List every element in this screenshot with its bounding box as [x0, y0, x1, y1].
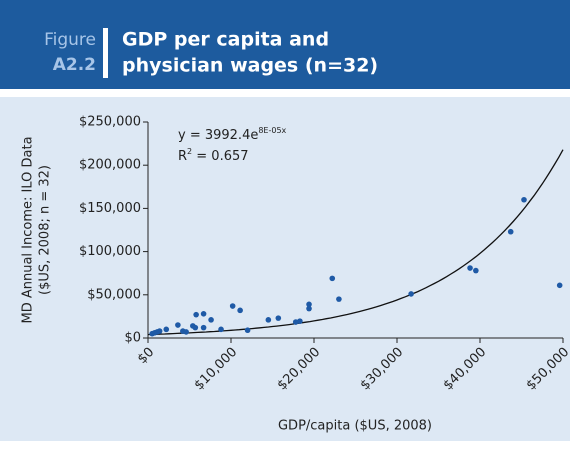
- data-point: [229, 303, 236, 309]
- data-point: [275, 315, 282, 321]
- data-point: [200, 324, 207, 331]
- trend-equation: y = 3992.4e8E-05x: [178, 126, 287, 143]
- data-point: [467, 265, 473, 271]
- y-tick-label: $100,000: [79, 244, 141, 259]
- data-point: [244, 327, 251, 334]
- data-point: [292, 319, 299, 325]
- trend-line: [147, 149, 564, 336]
- r-squared-prefix: R: [178, 149, 187, 164]
- r-squared: R2 = 0.657: [178, 147, 249, 164]
- data-point: [473, 267, 479, 274]
- data-point: [237, 307, 243, 314]
- y-tick-label: $150,000: [79, 201, 141, 216]
- data-point: [218, 326, 224, 333]
- data-point: [200, 311, 207, 317]
- chart-title: physician wages (n=32): [122, 55, 378, 77]
- figure-number: A2.2: [53, 55, 96, 75]
- data-point: [556, 282, 563, 289]
- chart-title: GDP per capita and: [122, 29, 329, 51]
- data-point: [265, 317, 272, 323]
- data-point: [192, 324, 199, 331]
- data-point: [297, 318, 303, 324]
- trend-equation-exponent: 8E-05x: [258, 126, 286, 135]
- y-axis-title-line: MD Annual Income: ILO Data: [21, 136, 36, 323]
- data-point: [208, 317, 214, 323]
- data-point: [183, 329, 189, 335]
- y-tick-label: $0: [124, 331, 141, 346]
- x-axis-title: GDP/capita ($US, 2008): [278, 419, 432, 434]
- data-point: [336, 296, 342, 302]
- data-point: [329, 275, 336, 282]
- data-point: [306, 305, 312, 312]
- data-point: [507, 228, 514, 235]
- y-tick-label: $50,000: [87, 287, 141, 302]
- y-axis-title-line: ($US, 2008; n = 32): [38, 165, 53, 295]
- header-separator: [103, 28, 108, 78]
- data-point: [306, 301, 312, 308]
- data-point: [193, 311, 199, 318]
- header-band: [0, 0, 570, 89]
- data-point: [521, 196, 527, 203]
- r-squared-power: 2: [187, 147, 192, 156]
- data-point: [156, 328, 163, 334]
- figure-label: Figure: [44, 30, 96, 50]
- data-point: [175, 322, 181, 328]
- y-tick-label: $250,000: [79, 115, 141, 130]
- trend-equation-base: y = 3992.4e: [178, 128, 258, 143]
- r-squared-value: = 0.657: [192, 149, 248, 164]
- y-axis-title: MD Annual Income: ILO Data ($US, 2008; n…: [21, 136, 53, 323]
- y-tick-label: $200,000: [79, 158, 141, 173]
- data-point: [408, 291, 414, 297]
- data-point: [163, 326, 170, 333]
